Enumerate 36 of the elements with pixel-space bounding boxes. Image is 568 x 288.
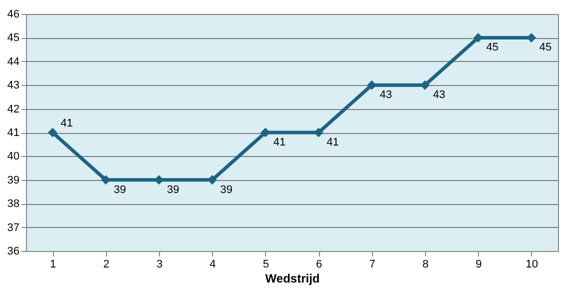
y-tick-label: 44 (7, 56, 20, 68)
x-tick-label: 9 (476, 258, 482, 270)
data-label: 45 (486, 42, 498, 54)
x-tick-label: 8 (422, 258, 429, 270)
x-tick-label: 5 (262, 258, 269, 270)
point (473, 32, 483, 42)
data-label: 41 (326, 136, 339, 148)
data-label: 39 (167, 184, 180, 196)
y-tick-label: 41 (7, 127, 20, 139)
y-tick-label: 40 (7, 150, 20, 163)
x-axis-title: Wedstrijd (265, 272, 320, 286)
x-tick-label: 6 (316, 258, 322, 270)
y-tick-label: 38 (7, 198, 20, 210)
y-tick-label: 42 (7, 103, 20, 116)
y-tick-label: 37 (7, 222, 20, 234)
x-tick-label: 10 (526, 258, 538, 270)
data-label: 39 (220, 184, 232, 196)
data-label: 39 (114, 184, 126, 196)
x-tick-label: 1 (50, 258, 56, 270)
data-label: 45 (539, 42, 552, 54)
y-tick-label: 43 (7, 80, 20, 92)
data-label: 41 (273, 136, 286, 148)
data-label: 41 (60, 118, 73, 130)
y-tick-label: 39 (7, 174, 20, 186)
y-tick-label: 46 (7, 8, 20, 20)
y-tick-label: 36 (7, 246, 20, 258)
data-label: 43 (380, 89, 392, 102)
point (154, 175, 164, 185)
point (420, 80, 430, 90)
x-tick-label: 3 (156, 258, 163, 270)
x-tick-label: 4 (210, 258, 216, 270)
x-tick-label: 2 (103, 258, 110, 270)
point (48, 128, 58, 138)
y-tick-label: 45 (7, 32, 20, 44)
data-label: 43 (433, 89, 446, 102)
x-tick-label: 7 (369, 258, 376, 270)
